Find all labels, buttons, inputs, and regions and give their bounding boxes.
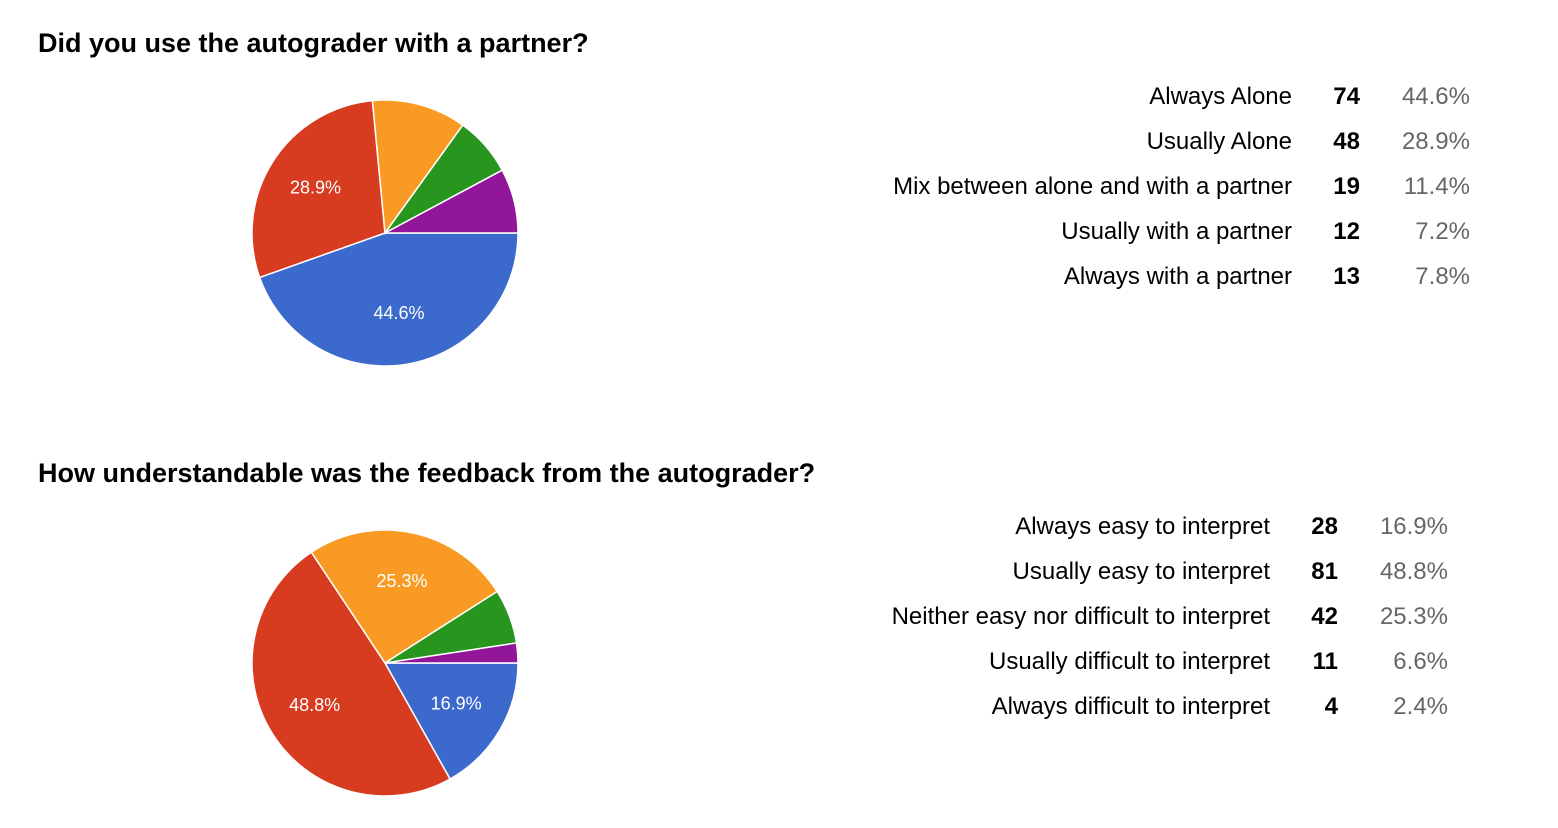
legend-percent: 16.9% [1379, 512, 1448, 540]
pie-slice-5 [384, 642, 519, 664]
legend-row: Mix between alone and with a partner 19 … [893, 164, 1470, 209]
legend-count: 11 [1312, 647, 1338, 675]
pie-slice-1 [258, 232, 519, 367]
legend-count: 4 [1324, 692, 1338, 720]
legend-count: 48 [1333, 127, 1360, 155]
legend-percent: 48.8% [1379, 557, 1448, 585]
legend-percent: 6.6% [1393, 647, 1448, 675]
legend-label: Mix between alone and with a partner [893, 172, 1292, 200]
legend-percent: 28.9% [1401, 127, 1470, 155]
pie-slice-3 [371, 99, 464, 236]
legend-row: Always Alone 74 44.6% [893, 74, 1470, 119]
legend-percent: 2.4% [1393, 692, 1448, 720]
pie-slice-5 [384, 169, 519, 234]
pie-slice-3 [310, 529, 499, 665]
slice-label: 16.9% [431, 693, 482, 713]
legend-row: Usually Alone 48 28.9% [893, 119, 1470, 164]
legend-label: Usually difficult to interpret [988, 647, 1270, 675]
legend-row: Neither easy nor difficult to interpret … [892, 594, 1448, 639]
legend-count: 81 [1311, 557, 1338, 585]
pie-chart: 16.9% 48.8% 25.3% [251, 529, 519, 797]
question-title: Did you use the autograder with a partne… [38, 28, 589, 58]
pie-slice-2 [251, 551, 452, 797]
legend-percent: 7.2% [1415, 217, 1470, 245]
legend-count: 19 [1333, 172, 1360, 200]
question-2: How understandable was the feedback from… [0, 430, 1558, 828]
legend-count: 42 [1311, 602, 1338, 630]
slice-label: 48.8% [289, 695, 340, 715]
legend-row: Always with a partner 13 7.8% [893, 254, 1470, 299]
legend-count: 28 [1311, 512, 1338, 540]
legend-percent: 44.6% [1401, 82, 1470, 110]
legend-row: Usually difficult to interpret 11 6.6% [892, 639, 1448, 684]
legend-label: Usually easy to interpret [1012, 557, 1270, 585]
legend-label: Usually with a partner [1061, 217, 1292, 245]
legend-percent: 25.3% [1379, 602, 1448, 630]
legend-label: Usually Alone [1146, 127, 1292, 155]
legend-label: Always difficult to interpret [991, 692, 1270, 720]
legend-table: Always easy to interpret 28 16.9% Usuall… [892, 504, 1448, 729]
pie-slice-2 [251, 99, 386, 279]
legend-percent: 11.4% [1403, 172, 1470, 200]
legend-count: 12 [1333, 217, 1360, 245]
slice-label: 44.6% [373, 303, 424, 323]
slice-label: 25.3% [377, 571, 428, 591]
legend-percent: 7.8% [1415, 262, 1470, 290]
legend-count: 13 [1333, 262, 1360, 290]
legend-label: Always Alone [1149, 82, 1292, 110]
legend-table: Always Alone 74 44.6% Usually Alone 48 2… [893, 74, 1470, 299]
legend-label: Always with a partner [1063, 262, 1292, 290]
legend-row: Usually with a partner 12 7.2% [893, 209, 1470, 254]
legend-label: Always easy to interpret [1015, 512, 1270, 540]
question-title: How understandable was the feedback from… [38, 458, 816, 488]
legend-label: Neither easy nor difficult to interpret [891, 602, 1270, 630]
legend-row: Always easy to interpret 28 16.9% [892, 504, 1448, 549]
legend-row: Usually easy to interpret 81 48.8% [892, 549, 1448, 594]
slice-label: 28.9% [290, 177, 341, 197]
legend-count: 74 [1333, 82, 1360, 110]
legend-row: Always difficult to interpret 4 2.4% [892, 684, 1448, 729]
pie-slice-1 [383, 662, 519, 781]
question-1: Did you use the autograder with a partne… [38, 28, 1470, 367]
pie-chart: 44.6% 28.9% [251, 99, 519, 367]
